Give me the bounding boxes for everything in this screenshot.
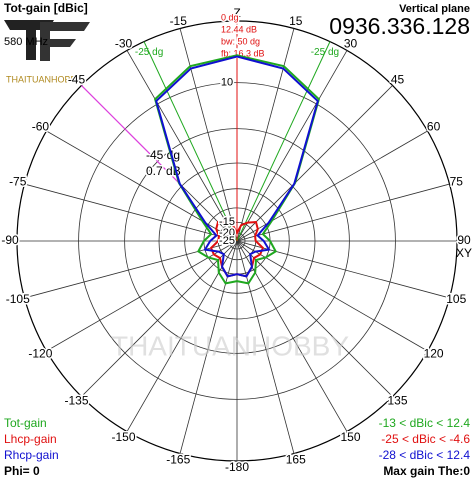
cursor-line — [81, 85, 180, 184]
range-label: -28 < dBic < 12.4 — [379, 448, 471, 462]
r-tick-label: -25 — [219, 235, 235, 247]
theta-tick-label: 75 — [450, 174, 464, 188]
theta-tick-label: -120 — [28, 347, 52, 361]
grid-spoke — [24, 183, 238, 242]
phi-label: Phi= 0 — [4, 464, 40, 478]
theta-tick-label: -60 — [32, 120, 50, 134]
logo — [4, 20, 90, 61]
theta-tick-label: 15 — [289, 14, 303, 28]
grid-spoke — [236, 28, 295, 242]
theta-tick-label: 150 — [340, 430, 360, 444]
max-marker-label: 12.44 dB — [221, 24, 257, 34]
theta-tick-label: -135 — [64, 394, 88, 408]
theta-tick-label: -90 — [1, 233, 19, 247]
grid-spoke — [126, 50, 238, 242]
grid-spoke — [236, 240, 428, 352]
range-label: -25 < dBic < -4.6 — [381, 432, 470, 446]
grid-spoke — [236, 130, 428, 242]
chart-title: Tot-gain [dBic] — [4, 1, 88, 15]
gain-curve — [153, 54, 321, 285]
legend-label: Tot-gain — [4, 416, 47, 430]
logo-text: THAITUANHOBBY — [6, 74, 83, 84]
r-tick-label: -15 — [219, 216, 235, 228]
max-gain-label: Max gain The:0 — [383, 464, 470, 478]
theta-tick-label: 90 — [457, 233, 471, 247]
theta-tick-label: 120 — [424, 347, 444, 361]
grid-spoke — [236, 240, 393, 397]
phone: 0936.336.128 — [329, 13, 470, 39]
cursor-angle-label: -45 dg — [146, 148, 180, 162]
legend-label: Rhcp-gain — [4, 448, 59, 462]
theta-tick-label: -150 — [111, 430, 135, 444]
gain-curve — [155, 55, 319, 278]
grid-spoke — [236, 50, 348, 242]
r-tick-label: 10 — [221, 76, 233, 88]
grid-spoke — [236, 240, 450, 299]
theta-tick-label: 45 — [391, 73, 405, 87]
theta-tick-label: 135 — [387, 394, 407, 408]
theta-tick-label: -15 — [170, 14, 188, 28]
theta-tick-label: -165 — [166, 452, 190, 466]
grid-spoke — [24, 240, 238, 299]
r-tick-label: -20 — [219, 227, 235, 239]
grid-spoke — [179, 28, 238, 242]
grid-spoke — [46, 130, 238, 242]
watermark: THAITUANHOBBY — [111, 330, 349, 361]
gain-curve — [209, 220, 265, 278]
max-marker-label: bw: 50 dg — [221, 36, 260, 46]
theta-tick-label: 30 — [344, 37, 358, 51]
grid-spoke — [236, 183, 450, 242]
theta-tick-label: 105 — [446, 292, 466, 306]
cursor-value-label: 0.7 dB — [146, 164, 181, 178]
theta-tick-label: 165 — [286, 452, 306, 466]
beam-label: -25 dg — [135, 47, 163, 58]
theta-tick-label: -180 — [225, 460, 249, 474]
grid-spoke — [46, 240, 238, 352]
legend-label: Lhcp-gain — [4, 432, 57, 446]
theta-tick-label: -45 — [68, 73, 86, 87]
grid-spoke — [236, 85, 393, 242]
beam-label: -25 dg — [311, 47, 339, 58]
beam-line — [143, 41, 238, 242]
theta-tick-label: Z — [233, 6, 240, 20]
plane-label: Vertical plane — [399, 3, 470, 15]
theta-tick-label: 60 — [427, 120, 441, 134]
theta-tick-label: -105 — [6, 292, 30, 306]
theta-tick-label: -30 — [115, 37, 133, 51]
grid-spoke — [81, 240, 238, 397]
xy-label: XY — [456, 246, 472, 260]
range-label: -13 < dBic < 12.4 — [379, 416, 471, 430]
plot-area: Z153045607590105120135150165-180-165-150… — [0, 5, 472, 476]
theta-tick-label: -75 — [9, 174, 27, 188]
max-marker-label: 0 dg — [221, 12, 239, 22]
subtitle: 580 MHz — [4, 36, 48, 48]
beam-line — [236, 41, 331, 242]
